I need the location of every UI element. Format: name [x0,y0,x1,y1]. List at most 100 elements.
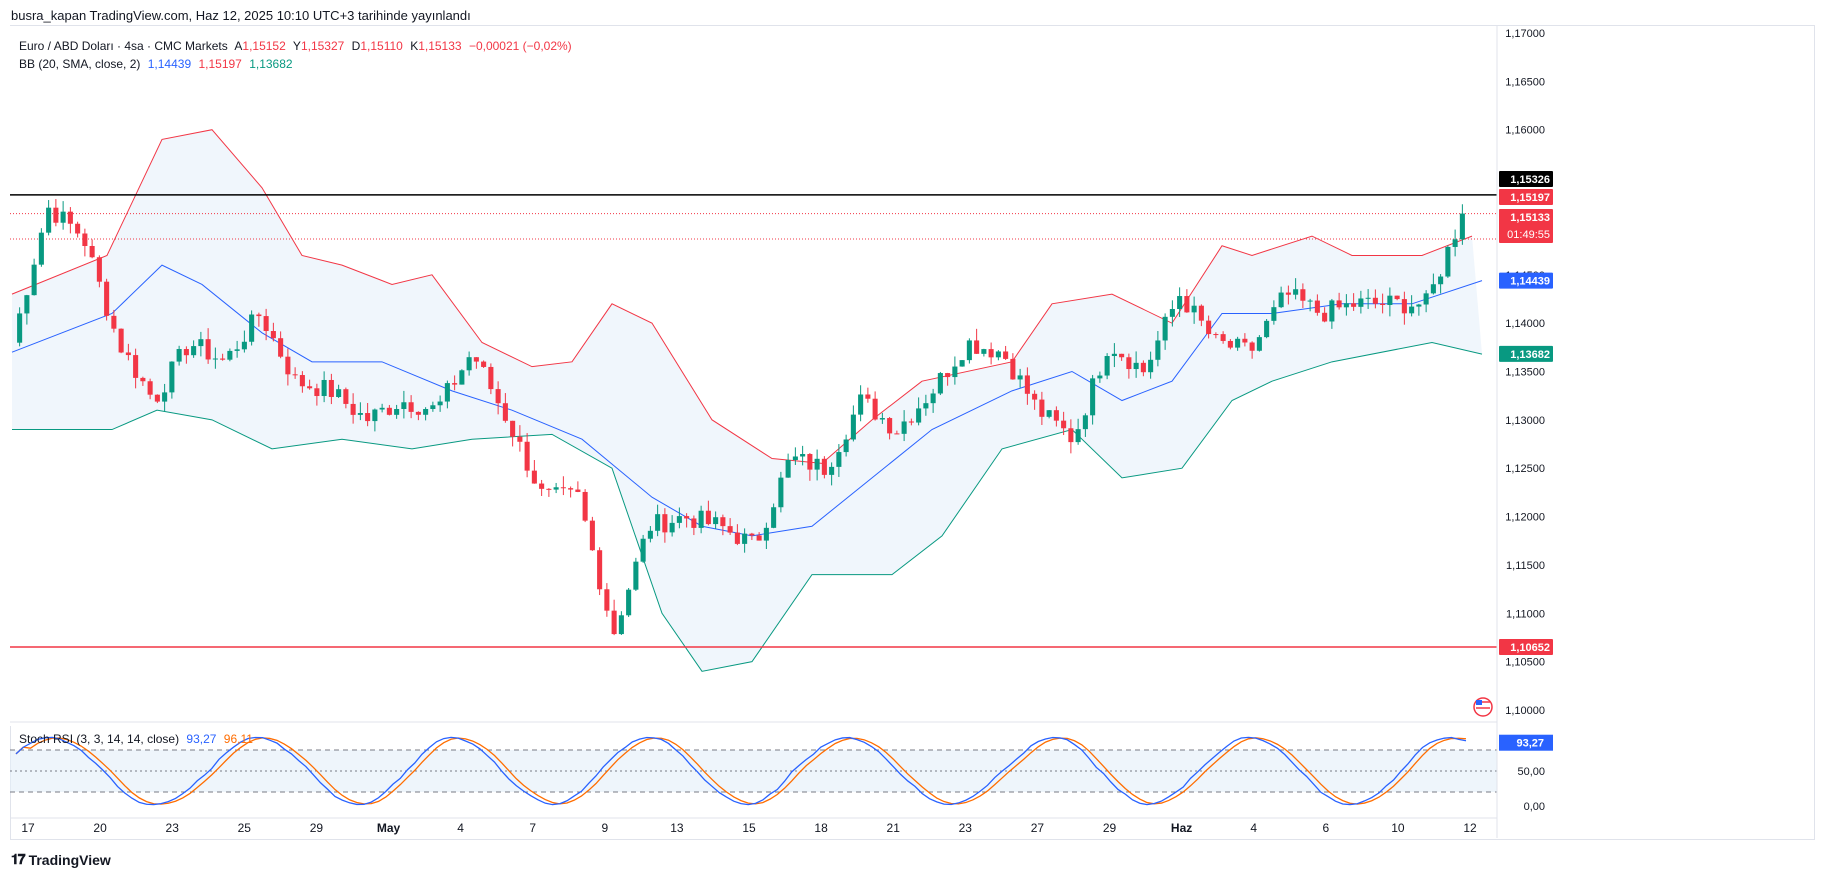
time-tick-label: 4 [1250,821,1257,835]
change-value: −0,00021 (−0,02%) [468,39,572,53]
candle-body [510,420,516,437]
candle [734,524,740,546]
candle [1032,390,1038,410]
candle [531,460,537,484]
candle [430,401,436,412]
candle-body [981,349,987,354]
candle-body [1256,337,1262,351]
candle-body [959,360,965,367]
candle-body [162,392,168,402]
candle-body [821,458,827,475]
price-tick-label: 1,10000 [1505,705,1545,717]
us-flag-icon[interactable] [1473,697,1493,717]
candle [807,453,813,481]
candle [111,309,117,333]
candle-body [1017,375,1023,380]
price-tick-label: 1,11500 [1506,560,1545,572]
candle [865,387,871,403]
candle [154,394,160,404]
candle [147,378,153,400]
candle-body [365,413,371,422]
candle-body [1227,340,1233,348]
symbol-name: Euro / ABD Doları · 4sa · CMC Markets [19,39,228,53]
price-tag-lower: 1,13682 [1499,345,1553,362]
candle-body [734,532,740,544]
candle-body [930,393,936,404]
candle-body [1336,300,1342,308]
candle [952,356,958,385]
candle-body [437,401,443,406]
candle-body [1307,300,1313,302]
candle [1387,287,1393,317]
bb-upper-line [11,129,1473,464]
price-tag-bg-resistance [1499,171,1553,187]
candle [1249,341,1255,359]
candle [96,255,102,288]
candle [742,528,748,553]
candle [1423,290,1429,313]
candle-body [1206,320,1212,335]
price-tag-text-resistance: 1,15326 [1510,174,1550,186]
price-tick-label: 1,12000 [1505,512,1545,524]
candle-body [1293,289,1299,295]
candle [1097,371,1103,383]
candle-body [691,518,697,528]
candle-body [531,470,537,484]
candle [1148,351,1154,379]
candle [89,239,95,259]
tradingview-logo[interactable]: 𝟏𝟕 TradingView [11,851,111,868]
candle-body [1111,353,1117,357]
candle [850,405,856,442]
candle-body [423,409,429,415]
stoch-tag-text: 93,27 [1516,738,1544,750]
candle [1220,331,1226,344]
candle-body [618,615,624,635]
candle-body [292,374,298,376]
candle [988,342,994,365]
candle [647,526,653,543]
candle-body [1198,305,1204,321]
candle [82,228,88,257]
candle-body [46,207,52,233]
candle-body [792,456,798,460]
candle-body [916,408,922,423]
candle [966,338,972,364]
candle-body [546,488,552,490]
candle [1416,303,1422,316]
candle-body [589,520,595,551]
price-tag-upper: 1,15197 [1499,189,1553,205]
candle [314,383,320,406]
candle [1133,351,1139,378]
candle-body [807,454,813,470]
candle [423,407,429,421]
time-tick-label: 20 [93,821,107,835]
candle-body [1445,246,1451,277]
candle [553,482,559,494]
candle-body [597,550,603,590]
candle [1452,229,1458,257]
candle [1401,291,1407,325]
candle-body [1119,353,1125,358]
candle-body [285,356,291,375]
candle-body [1452,239,1458,247]
candle [1075,418,1081,445]
candle-body [1169,309,1175,317]
candle [872,391,878,421]
candle [727,518,733,535]
candle-body [1343,303,1349,308]
candle [75,221,81,238]
candle-body [1184,296,1190,313]
candle-body [626,589,632,616]
candle-body [1409,306,1415,314]
candle [930,388,936,413]
candle [510,420,516,447]
candle-body [611,610,617,635]
price-tag-basis: 1,14439 [1499,272,1553,289]
candle [140,376,146,386]
price-tag-text-last: 1,15133 [1510,212,1550,224]
candle-body [988,349,994,358]
candle [1053,406,1059,427]
price-tag-text-support: 1,10652 [1510,642,1550,654]
candle [1184,289,1190,313]
